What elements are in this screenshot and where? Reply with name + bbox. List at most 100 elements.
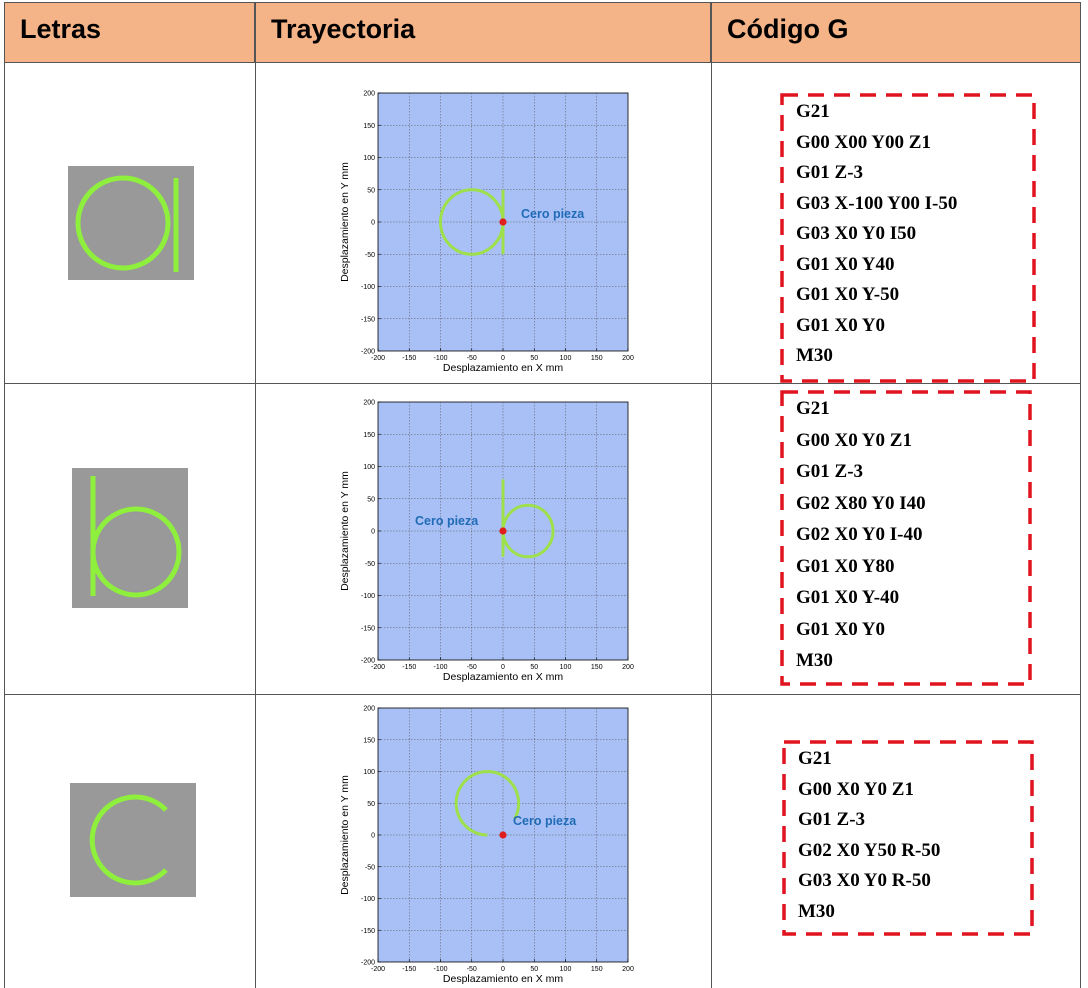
table-top-border bbox=[4, 2, 1081, 3]
gcode-line: G01 X0 Y80 bbox=[796, 555, 895, 577]
table-header-border bbox=[4, 62, 1081, 63]
x-tick-label: -200 bbox=[371, 966, 385, 973]
x-tick-label: 100 bbox=[560, 664, 572, 671]
x-tick-label: 0 bbox=[501, 355, 505, 362]
gcode-line: G03 X0 Y0 I50 bbox=[796, 223, 917, 244]
table-right-border bbox=[1080, 2, 1081, 988]
origin-point bbox=[499, 218, 507, 226]
gcode-line: G00 X00 Y00 Z1 bbox=[796, 131, 931, 153]
letter-c-tile bbox=[70, 783, 196, 897]
gcode-line: G01 X0 Y0 bbox=[796, 618, 886, 640]
table-col2-border bbox=[711, 2, 712, 988]
gcode-line: M30 bbox=[798, 900, 835, 922]
x-tick-label: -100 bbox=[433, 966, 447, 973]
x-tick-label: 150 bbox=[591, 355, 603, 362]
gcode-line: G01 X0 Y40 bbox=[796, 253, 895, 275]
gcode-line: G02 X0 Y0 I-40 bbox=[796, 524, 923, 545]
x-tick-label: -200 bbox=[371, 355, 385, 362]
letter-a-glyph bbox=[75, 175, 179, 272]
x-tick-label: -150 bbox=[402, 664, 416, 671]
x-tick-label: -50 bbox=[467, 966, 477, 973]
header-trayectoria: Trayectoria bbox=[255, 2, 711, 62]
x-tick-label: 200 bbox=[622, 355, 634, 362]
y-tick-label: 100 bbox=[363, 155, 375, 162]
x-tick-label: 50 bbox=[530, 664, 538, 671]
dashed-border bbox=[780, 390, 1032, 686]
y-tick-label: -150 bbox=[361, 316, 375, 323]
x-tick-label: -50 bbox=[467, 664, 477, 671]
gcode-line: M30 bbox=[796, 345, 833, 366]
y-tick-label: 150 bbox=[363, 432, 375, 439]
y-tick-label: 100 bbox=[363, 769, 375, 776]
dashed-border bbox=[780, 93, 1036, 383]
gcode-line: G00 X0 Y0 Z1 bbox=[796, 429, 912, 451]
letter-b-glyph bbox=[90, 476, 182, 598]
table-left-border bbox=[4, 2, 5, 988]
origin-label: Cero pieza bbox=[521, 207, 585, 221]
y-axis-label: Desplazamiento en Y mm bbox=[339, 162, 351, 282]
y-tick-label: -50 bbox=[365, 561, 375, 568]
trajectory-arc bbox=[454, 769, 521, 837]
x-tick-label: 0 bbox=[501, 664, 505, 671]
gcode-box-a: G21 G00 X00 Y00 Z1 G01 Z-3 G03 X-100 Y00 I-… bbox=[780, 93, 1036, 383]
gcode-line: G01 Z-3 bbox=[796, 162, 864, 183]
x-tick-label: 200 bbox=[622, 664, 634, 671]
x-tick-label: 100 bbox=[560, 966, 572, 973]
trajectory-plot-a: -200 -150 -100 -50 0 50 100 150 200 200 150 100 50 0 -… bbox=[339, 91, 634, 375]
trajectory-plot-b: -200 -150 -100 -50 0 50 100 150 200 200 150 100 50 0 -… bbox=[339, 400, 634, 684]
y-axis-label: Desplazamiento en Y mm bbox=[339, 471, 351, 591]
table: Letras Trayectoria Código G -200 -150 -100… bbox=[4, 2, 1081, 988]
letter-c-glyph bbox=[89, 794, 168, 886]
gcode-line: G21 bbox=[796, 101, 830, 122]
y-tick-label: 0 bbox=[371, 220, 375, 227]
x-tick-label: 50 bbox=[530, 966, 538, 973]
x-axis-label: Desplazamiento en X mm bbox=[443, 973, 563, 985]
dashed-border bbox=[782, 740, 1034, 936]
header-letras: Letras bbox=[4, 2, 255, 62]
origin-point bbox=[499, 527, 507, 535]
table-row1-border bbox=[4, 383, 1081, 384]
gcode-line: G00 X0 Y0 Z1 bbox=[798, 778, 914, 800]
y-tick-label: -100 bbox=[361, 896, 375, 903]
x-tick-label: -150 bbox=[402, 355, 416, 362]
letter-b-tile bbox=[72, 468, 188, 608]
gcode-box-c: G21 G00 X0 Y0 Z1 G01 Z-3 G02 X0 Y50 R-50 G03… bbox=[782, 740, 1034, 936]
y-tick-label: -150 bbox=[361, 928, 375, 935]
y-tick-label: 150 bbox=[363, 737, 375, 744]
table-col1-border bbox=[255, 2, 256, 988]
header-letras-label: Letras bbox=[20, 14, 102, 44]
gcode-line: G21 bbox=[798, 748, 832, 769]
gcode-line: G02 X80 Y0 I40 bbox=[796, 492, 926, 514]
x-tick-label: -100 bbox=[433, 664, 447, 671]
gcode-line: G01 X0 Y0 bbox=[796, 314, 886, 336]
y-tick-label: -100 bbox=[361, 284, 375, 291]
x-axis-label: Desplazamiento en X mm bbox=[443, 362, 563, 374]
y-axis-label: Desplazamiento en Y mm bbox=[339, 775, 351, 895]
x-tick-label: -50 bbox=[467, 355, 477, 362]
gcode-line: M30 bbox=[796, 650, 833, 671]
x-tick-label: 150 bbox=[591, 966, 603, 973]
y-tick-label: -200 bbox=[361, 349, 375, 356]
y-tick-label: 0 bbox=[371, 833, 375, 840]
y-tick-label: 200 bbox=[363, 706, 375, 713]
x-tick-label: 0 bbox=[501, 966, 505, 973]
header-codigo-label: Código G bbox=[727, 14, 849, 44]
x-tick-label: -200 bbox=[371, 664, 385, 671]
x-tick-label: 50 bbox=[530, 355, 538, 362]
gcode-line: G01 Z-3 bbox=[798, 809, 866, 830]
gcode-line: G02 X0 Y50 R-50 bbox=[798, 839, 941, 861]
y-tick-label: 200 bbox=[363, 400, 375, 407]
gcode-line: G01 Z-3 bbox=[796, 461, 864, 482]
origin-point bbox=[499, 831, 507, 839]
gcode-line: G21 bbox=[796, 398, 830, 419]
header-codigo: Código G bbox=[711, 2, 1081, 62]
trajectory-plot-c: -200 -150 -100 -50 0 50 100 150 200 200 150 100 50 0 -… bbox=[339, 706, 634, 986]
y-tick-label: -150 bbox=[361, 625, 375, 632]
x-axis-label: Desplazamiento en X mm bbox=[443, 671, 563, 683]
y-tick-label: 100 bbox=[363, 464, 375, 471]
gcode-line: G01 X0 Y-40 bbox=[796, 587, 900, 608]
y-tick-label: -200 bbox=[361, 658, 375, 665]
y-tick-label: -100 bbox=[361, 593, 375, 600]
x-tick-label: -150 bbox=[402, 966, 416, 973]
header-trayectoria-label: Trayectoria bbox=[271, 14, 416, 44]
